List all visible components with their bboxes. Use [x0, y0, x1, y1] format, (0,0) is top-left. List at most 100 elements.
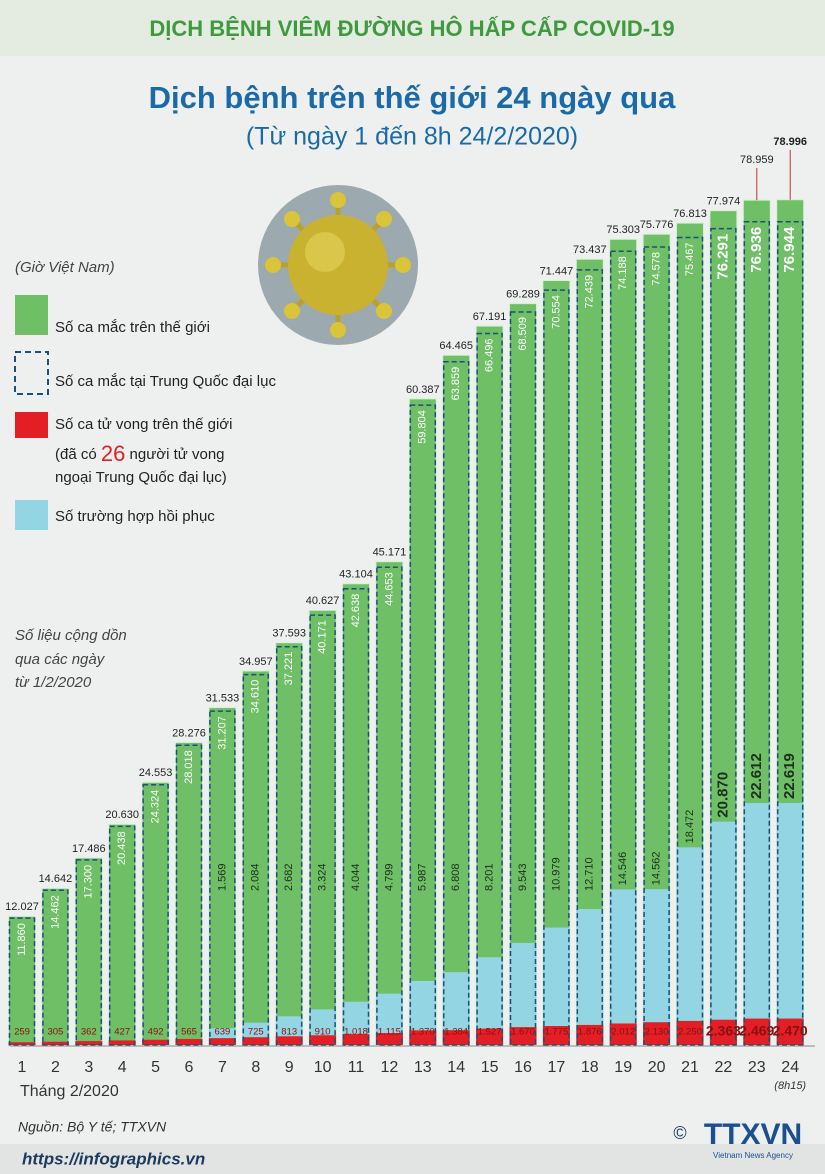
death-label: 305: [47, 1027, 63, 1038]
bar-world-cases: [475, 325, 504, 1046]
bar-deaths: [342, 1034, 370, 1045]
bar-recovered: [709, 821, 737, 1045]
bar-china-cases: [42, 889, 69, 1046]
bar-world-cases: [275, 642, 304, 1046]
footer-band: [0, 1144, 825, 1174]
death-label: 259: [14, 1027, 30, 1038]
x-tick-label: 11: [348, 1059, 365, 1076]
china-label: 28.018: [183, 750, 195, 784]
logo: TTXVN: [704, 1118, 802, 1151]
legend: Số ca mắc trên thế giới Số ca mắc tại Tru…: [14, 295, 276, 530]
bar-china-cases: [175, 744, 203, 1046]
bar-deaths: [142, 1039, 170, 1045]
x-tick-label: 19: [614, 1059, 632, 1076]
x-tick-label: 18: [581, 1059, 599, 1076]
recovered-label: 2.084: [250, 863, 262, 891]
bar-deaths: [509, 1027, 537, 1045]
recovered-label: 14.546: [617, 852, 629, 886]
bar-deaths: [609, 1023, 637, 1045]
bar-recovered: [676, 847, 704, 1045]
chart-title: Dịch bệnh trên thế giới 24 ngày qua: [149, 80, 676, 115]
recovered-label: 5.987: [417, 863, 429, 891]
china-label: 74.578: [651, 252, 663, 286]
legend-label: Số ca tử vong trên thế giới: [55, 416, 232, 433]
bar-deaths: [75, 1041, 103, 1045]
world-label: 45.171: [373, 547, 407, 559]
world-label: 37.593: [272, 628, 306, 640]
bar-world-cases: [175, 741, 203, 1046]
bar-china-cases: [643, 246, 670, 1046]
world-label: 76.813: [673, 208, 707, 220]
x-tick-label: 10: [314, 1059, 332, 1076]
china-label: 76.944: [781, 226, 798, 273]
recovered-label: 12.710: [584, 857, 596, 891]
bar-recovered: [643, 889, 671, 1045]
bar-china-cases: [442, 360, 470, 1046]
death-label: 565: [181, 1027, 197, 1038]
bar-china-cases: [142, 783, 169, 1046]
bar-china-cases: [108, 825, 136, 1046]
header: DỊCH BỆNH VIÊM ĐƯỜNG HÔ HẤP CẤP COVID-19: [149, 16, 674, 41]
x-tick-label: 8: [251, 1059, 260, 1076]
world-label: 78.996: [773, 136, 807, 148]
world-label: 69.289: [506, 289, 540, 301]
death-label: 2.012: [611, 1027, 635, 1038]
bar-world-cases: [8, 915, 36, 1046]
plot: 12.027 11.860 259 1 14.642 14.462 305 2 17.486 17…: [5, 136, 808, 1092]
recovered-label: 4.799: [383, 863, 395, 891]
copyright: ©: [673, 1123, 686, 1143]
bar-deaths: [375, 1033, 403, 1045]
bar-deaths: [309, 1035, 337, 1045]
bar-deaths: [676, 1020, 704, 1045]
bar-deaths: [208, 1038, 236, 1045]
china-label: 72.439: [584, 275, 596, 309]
recovered-label: 22.612: [748, 753, 765, 799]
bar-china-cases: [743, 221, 771, 1046]
bar-world-cases: [509, 303, 537, 1046]
bar-china-cases: [8, 917, 36, 1046]
world-label: 31.533: [206, 693, 240, 705]
legend-note-text: người tử vong: [130, 446, 225, 463]
bar-deaths: [8, 1042, 36, 1045]
world-label: 14.642: [39, 873, 73, 885]
world-label: 40.627: [306, 595, 340, 607]
bar-recovered: [743, 803, 771, 1045]
china-label: 20.438: [116, 831, 128, 865]
death-label: 725: [248, 1027, 264, 1038]
x-axis-label: Tháng 2/2020: [20, 1083, 119, 1100]
bar-deaths: [41, 1041, 69, 1045]
death-label: 813: [281, 1027, 297, 1038]
legend-swatch: [15, 412, 48, 438]
recovered-label: 3.324: [317, 863, 329, 891]
world-label: 28.276: [172, 727, 206, 739]
legend-swatch: [14, 351, 49, 395]
x-tick-label: 24: [781, 1059, 799, 1076]
bar-china-cases: [710, 227, 737, 1046]
x-tick-label: 13: [414, 1059, 432, 1076]
legend-note: (đã có 26 người tử vong: [55, 441, 225, 466]
death-label: 1.384: [444, 1027, 468, 1038]
bar-world-cases: [542, 280, 571, 1046]
bar-deaths: [643, 1022, 671, 1045]
recovered-label: 20.870: [714, 772, 731, 818]
world-label: 64.465: [439, 340, 473, 352]
china-label: 68.509: [517, 317, 529, 351]
recovered-label: 8.201: [484, 863, 496, 891]
x-tick-label: 15: [481, 1059, 499, 1076]
bar-deaths: [242, 1037, 270, 1045]
bar-china-cases: [342, 588, 370, 1046]
bar-recovered: [609, 889, 637, 1045]
recovered-label: 22.619: [781, 753, 798, 799]
death-label: 362: [81, 1027, 97, 1038]
death-label: 639: [214, 1027, 230, 1038]
x-tick-label: 22: [715, 1059, 733, 1076]
x-tick-label: 2: [51, 1059, 60, 1076]
note: Số liệu cộng dồn: [15, 627, 127, 644]
death-label: 1.527: [478, 1027, 502, 1038]
china-label: 31.207: [216, 716, 228, 750]
recovered-label: 14.562: [651, 852, 663, 886]
x-tick-label: 20: [648, 1059, 666, 1076]
legend-label: Số trường hợp hồi phục: [55, 508, 215, 525]
x-tick-label: 16: [514, 1059, 532, 1076]
